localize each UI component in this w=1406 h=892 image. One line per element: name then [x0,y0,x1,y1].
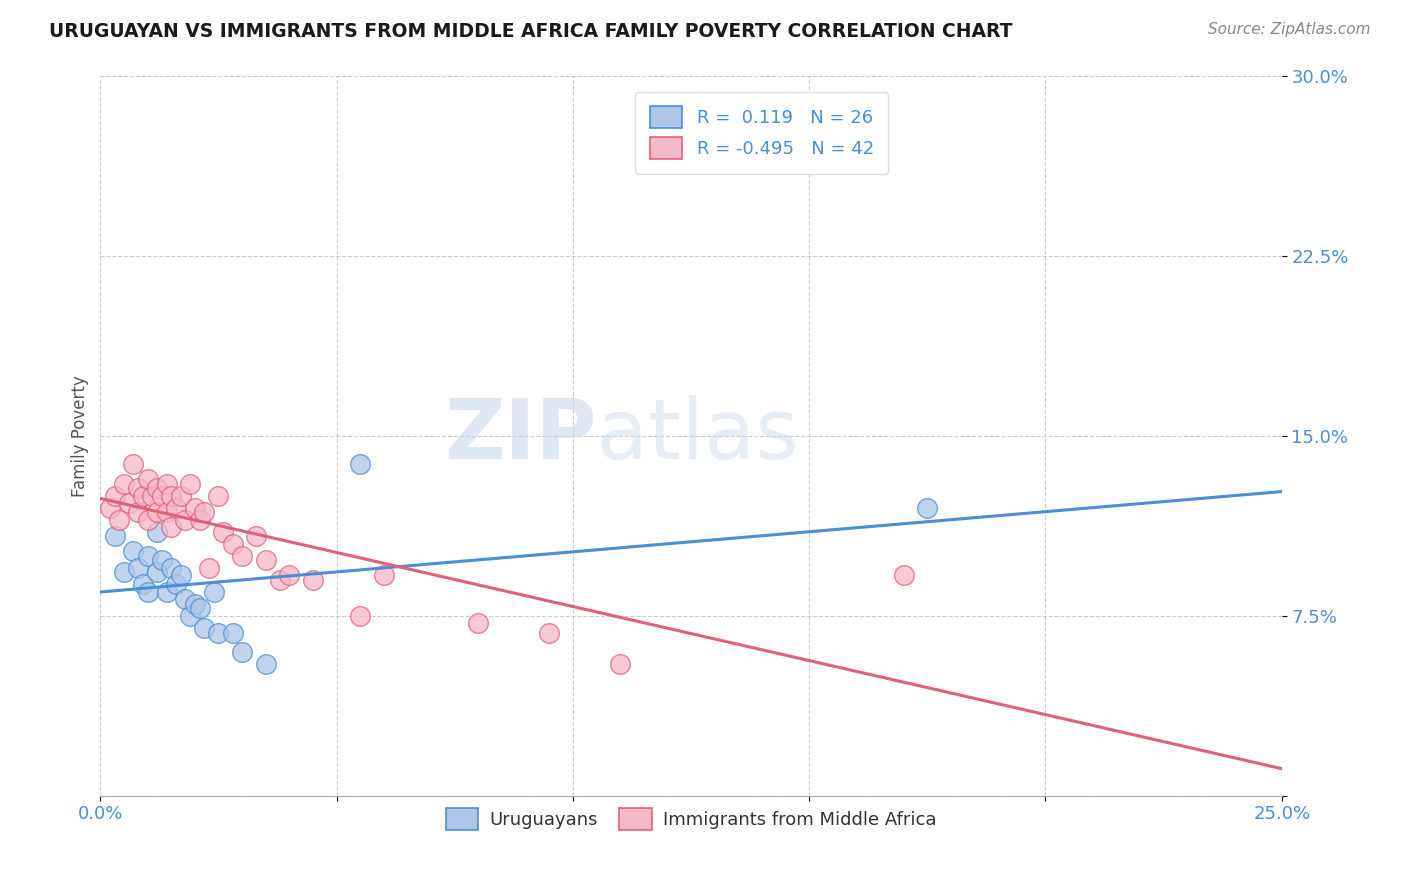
Point [221,625,243,640]
Point [132,489,155,503]
Point [193,621,215,635]
Point [231,549,253,563]
Point [146,482,169,496]
Point [302,573,325,587]
Point [160,560,183,574]
Text: URUGUAYAN VS IMMIGRANTS FROM MIDDLE AFRICA FAMILY POVERTY CORRELATION CHART: URUGUAYAN VS IMMIGRANTS FROM MIDDLE AFRI… [49,22,1012,41]
Point [127,482,149,496]
Y-axis label: Family Poverty: Family Poverty [72,375,89,497]
Point [165,577,187,591]
Point [170,489,193,503]
Point [467,615,489,630]
Point [155,506,177,520]
Point [245,529,267,543]
Point [212,524,235,539]
Point [136,549,159,563]
Point [141,489,163,503]
Point [127,506,149,520]
Point [146,506,169,520]
Point [150,489,173,503]
Point [188,513,211,527]
Point [198,560,221,574]
Point [278,567,301,582]
Point [150,553,173,567]
Text: Source: ZipAtlas.com: Source: ZipAtlas.com [1208,22,1371,37]
Point [188,601,211,615]
Text: atlas: atlas [596,395,799,476]
Point [373,567,395,582]
Point [174,513,197,527]
Point [193,506,215,520]
Point [231,645,253,659]
Point [349,458,371,472]
Point [538,625,561,640]
Point [146,566,169,580]
Point [221,537,243,551]
Point [118,496,141,510]
Point [127,560,149,574]
Point [160,489,183,503]
Point [207,489,229,503]
Point [112,566,135,580]
Point [122,458,145,472]
Legend: R =  0.119   N = 26, R = -0.495   N = 42: R = 0.119 N = 26, R = -0.495 N = 42 [636,92,889,174]
Point [202,584,225,599]
Point [155,584,177,599]
Point [184,597,207,611]
Point [609,657,631,671]
Point [108,513,131,527]
Point [893,567,915,582]
Point [917,500,939,515]
Point [174,591,197,606]
Point [184,500,207,515]
Point [179,476,201,491]
Point [122,544,145,558]
Point [254,553,277,567]
Point [160,520,183,534]
Point [136,584,159,599]
Point [269,573,291,587]
Point [98,500,121,515]
Point [207,625,229,640]
Text: ZIP: ZIP [444,395,596,476]
Point [136,513,159,527]
Point [155,476,177,491]
Point [103,529,125,543]
Point [254,657,277,671]
Point [136,472,159,486]
Point [103,489,125,503]
Point [146,524,169,539]
Point [132,577,155,591]
Point [170,567,193,582]
Point [165,500,187,515]
Point [179,608,201,623]
Point [112,476,135,491]
Point [349,608,371,623]
